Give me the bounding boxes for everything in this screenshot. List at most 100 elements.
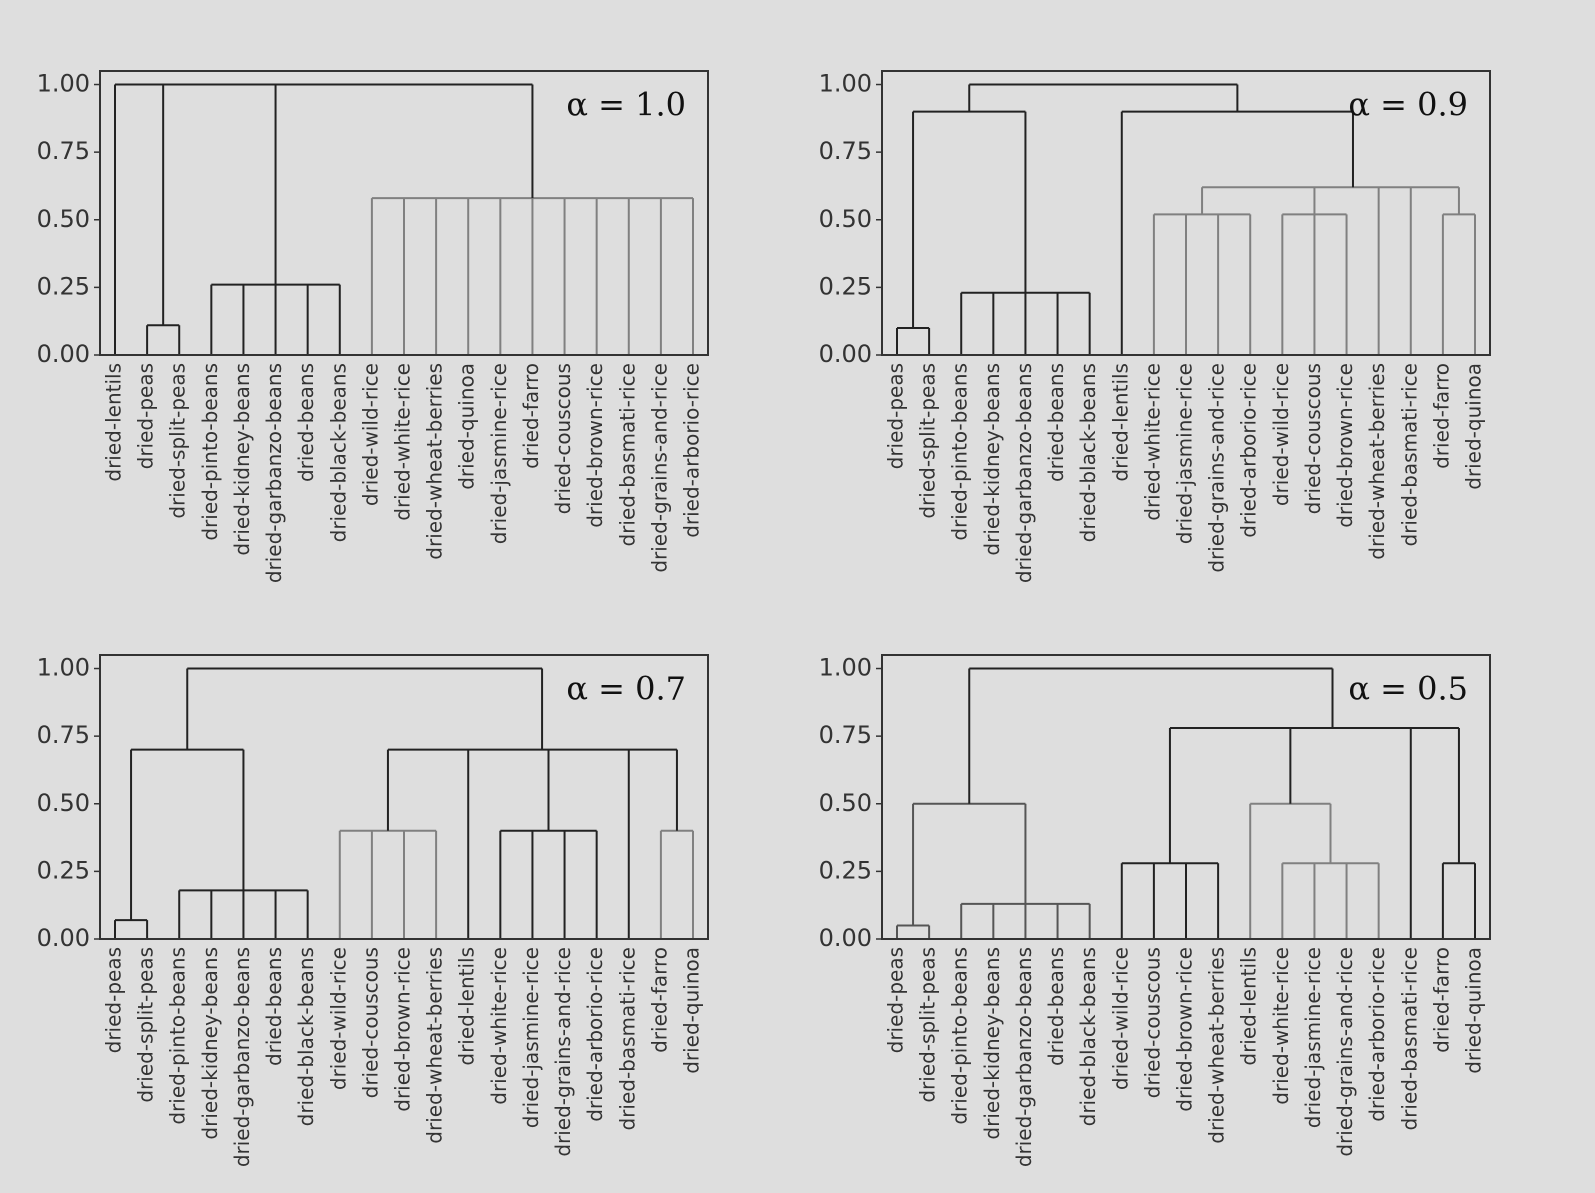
leaf-label: dried-quinoa xyxy=(1462,947,1486,1074)
leaf-label: dried-brown-rice xyxy=(1173,947,1197,1112)
leaf-label: dried-white-rice xyxy=(487,947,511,1105)
link xyxy=(186,667,544,750)
leaf-label: dried-beans xyxy=(262,947,286,1066)
link xyxy=(659,829,694,939)
y-tick-label: 0.00 xyxy=(819,924,872,952)
link xyxy=(114,83,534,355)
leaf-label: dried-lentils xyxy=(1237,947,1261,1066)
link xyxy=(370,197,694,355)
leaf-label: dried-kidney-beans xyxy=(198,947,222,1140)
leaf-label: dried-grains-and-rice xyxy=(647,363,671,573)
leaf-label: dried-jasmine-rice xyxy=(487,363,511,544)
leaf-label: dried-beans xyxy=(1044,363,1068,482)
leaf-label: dried-wild-rice xyxy=(326,947,350,1090)
leaf-label: dried-arborio-rice xyxy=(583,947,607,1122)
leaf-label: dried-farro xyxy=(1429,947,1453,1053)
link xyxy=(338,829,438,939)
leaf-label: dried-garbanzo-beans xyxy=(1012,363,1036,583)
leaf-label: dried-black-beans xyxy=(1076,363,1100,542)
annotation: α = 1.0 xyxy=(566,86,686,124)
leaf-label: dried-lentils xyxy=(1108,363,1132,482)
leaf-label: dried-couscous xyxy=(1301,363,1325,514)
leaf-label: dried-couscous xyxy=(1140,947,1164,1098)
y-tick-label: 0.50 xyxy=(819,205,872,233)
leaf-label: dried-wheat-berries xyxy=(423,947,447,1144)
leaf-label: dried-basmati-rice xyxy=(1397,947,1421,1131)
leaf-label: dried-black-beans xyxy=(1076,947,1100,1126)
leaf-label: dried-couscous xyxy=(358,947,382,1098)
link xyxy=(1120,862,1220,939)
leaf-label: dried-peas xyxy=(102,947,126,1053)
y-tick-label: 1.00 xyxy=(819,654,872,682)
link xyxy=(1168,727,1460,939)
plot-frame xyxy=(881,654,1491,940)
leaf-label: dried-lentils xyxy=(455,947,479,1066)
link xyxy=(1281,862,1380,939)
y-tick-label: 0.25 xyxy=(819,272,872,300)
leaf-label: dried-arborio-rice xyxy=(1365,947,1389,1122)
leaf-label: dried-garbanzo-beans xyxy=(230,947,254,1167)
leaf-label: dried-jasmine-rice xyxy=(1173,363,1197,544)
plot-frame xyxy=(99,70,709,356)
y-tick-label: 0.50 xyxy=(819,789,872,817)
y-tick-label: 0.50 xyxy=(37,789,90,817)
leaf-label: dried-jasmine-rice xyxy=(519,947,543,1128)
y-tick-label: 0.75 xyxy=(37,137,90,165)
leaf-label: dried-arborio-rice xyxy=(1237,363,1261,538)
leaf-label: dried-beans xyxy=(294,363,318,482)
leaf-label: dried-beans xyxy=(1044,947,1068,1066)
leaf-label: dried-peas xyxy=(134,363,158,469)
leaf-label: dried-farro xyxy=(647,947,671,1053)
link xyxy=(386,748,678,939)
leaf-label: dried-farro xyxy=(1429,363,1453,469)
leaf-label: dried-wheat-berries xyxy=(1365,363,1389,560)
annotation: α = 0.9 xyxy=(1348,86,1468,124)
leaf-label: dried-kidney-beans xyxy=(230,363,254,556)
leaf-label: dried-lentils xyxy=(102,363,126,482)
leaf-label: dried-basmati-rice xyxy=(1397,363,1421,547)
leaf-label: dried-farro xyxy=(519,363,543,469)
leaf-label: dried-grains-and-rice xyxy=(1205,363,1229,573)
leaf-label: dried-pinto-beans xyxy=(948,363,972,541)
link xyxy=(1249,802,1332,939)
leaf-label: dried-split-peas xyxy=(134,947,158,1103)
leaf-label: dried-quinoa xyxy=(455,363,479,490)
plot-frame xyxy=(99,654,709,940)
y-tick-label: 0.00 xyxy=(37,340,90,368)
link xyxy=(968,667,1334,804)
leaf-label: dried-brown-rice xyxy=(1333,363,1357,528)
link xyxy=(130,748,245,921)
leaf-label: dried-split-peas xyxy=(166,363,190,519)
leaf-label: dried-kidney-beans xyxy=(980,363,1004,556)
link xyxy=(114,919,149,939)
y-tick-label: 1.00 xyxy=(37,70,90,98)
leaf-label: dried-grains-and-rice xyxy=(551,947,575,1157)
y-tick-label: 0.25 xyxy=(37,272,90,300)
leaf-label: dried-split-peas xyxy=(916,363,940,519)
leaf-label: dried-jasmine-rice xyxy=(1301,947,1325,1128)
link xyxy=(912,802,1027,926)
leaf-label: dried-grains-and-rice xyxy=(1333,947,1357,1157)
leaf-label: dried-basmati-rice xyxy=(615,947,639,1131)
leaf-label: dried-wheat-berries xyxy=(1205,947,1229,1144)
leaf-label: dried-kidney-beans xyxy=(980,947,1004,1140)
link xyxy=(499,829,598,939)
leaf-label: dried-couscous xyxy=(551,363,575,514)
y-tick-label: 1.00 xyxy=(37,654,90,682)
leaf-label: dried-black-beans xyxy=(294,947,318,1126)
leaf-label: dried-white-rice xyxy=(1140,363,1164,521)
y-tick-label: 0.75 xyxy=(819,137,872,165)
leaf-label: dried-peas xyxy=(884,363,908,469)
y-tick-label: 0.00 xyxy=(37,924,90,952)
link xyxy=(1201,186,1460,355)
leaf-label: dried-basmati-rice xyxy=(615,363,639,547)
leaf-label: dried-wild-rice xyxy=(1108,947,1132,1090)
leaf-label: dried-wheat-berries xyxy=(423,363,447,560)
y-tick-label: 0.25 xyxy=(37,856,90,884)
leaf-label: dried-peas xyxy=(884,947,908,1053)
leaf-label: dried-arborio-rice xyxy=(680,363,704,538)
leaf-label: dried-pinto-beans xyxy=(166,947,190,1125)
